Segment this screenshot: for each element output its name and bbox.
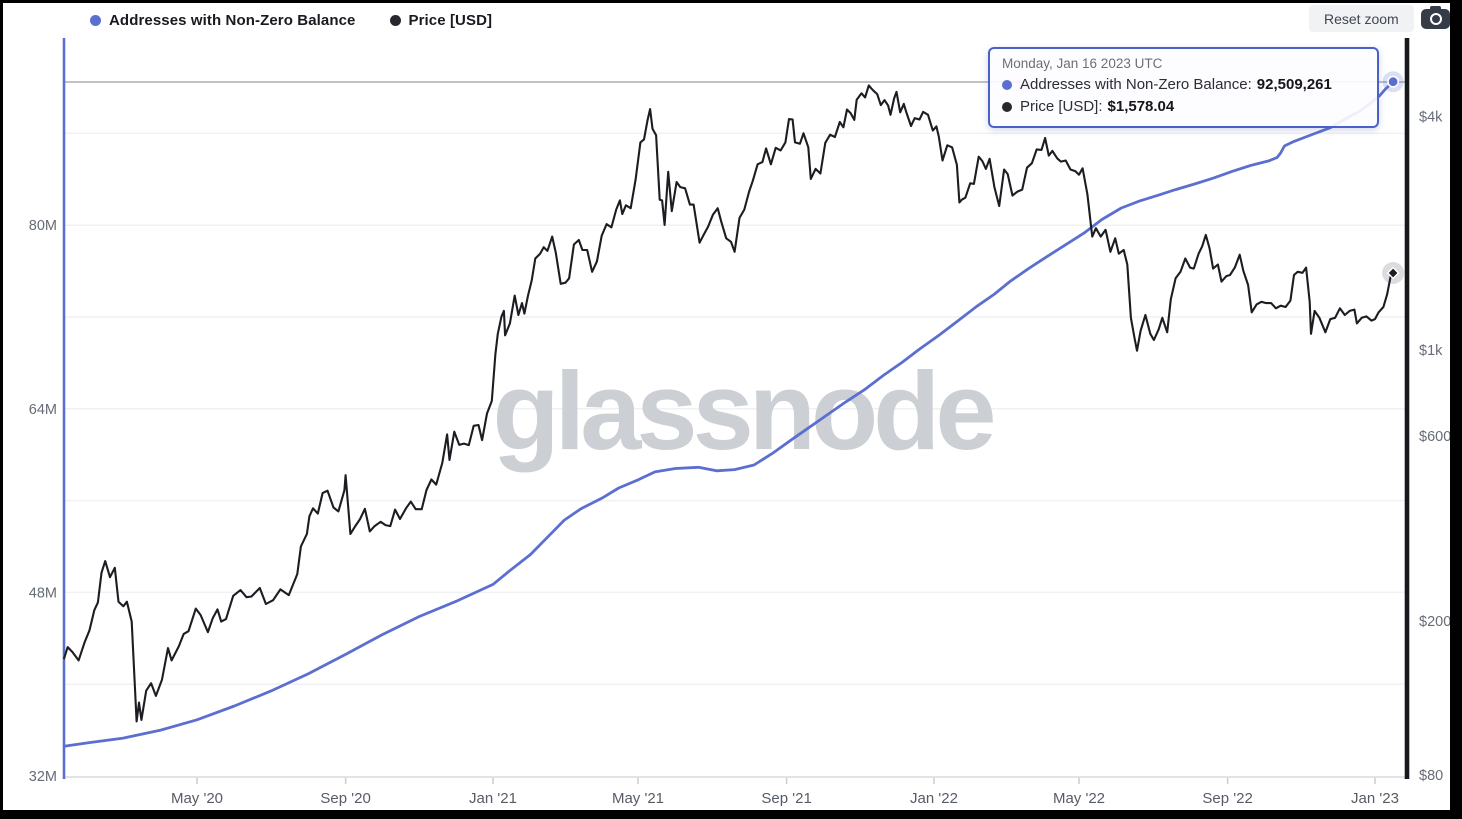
price-end-marker [1386, 266, 1400, 280]
x-tick-label: Jan '22 [910, 790, 958, 807]
right-axis-label: $600 [1419, 429, 1451, 445]
price-series-dot-icon [389, 14, 401, 26]
x-tick-label: May '22 [1053, 790, 1105, 807]
right-axis-label: $1k [1419, 343, 1443, 359]
price-series-line[interactable] [63, 84, 1395, 723]
tooltip-value-price: $1,578.04 [1107, 98, 1175, 115]
left-axis-label: 48M [29, 585, 57, 601]
glassnode-watermark: glassnode [492, 350, 993, 473]
x-tick-label: May '21 [612, 790, 664, 807]
x-tick-label: Sep '22 [1202, 790, 1252, 807]
addresses-series-line[interactable] [62, 80, 1395, 748]
x-tick-label: Jan '23 [1351, 790, 1399, 807]
reset-zoom-button[interactable]: Reset zoom [1309, 5, 1414, 32]
tooltip-label-addresses: Addresses with Non-Zero Balance: [1020, 76, 1252, 93]
left-axis-label: 64M [29, 402, 57, 418]
screenshot-border [0, 0, 1462, 3]
tooltip-value-addresses: 92,509,261 [1256, 76, 1332, 93]
screenshot-border [1450, 0, 1462, 819]
x-tick-label: Sep '21 [761, 790, 811, 807]
addresses-series-dot-icon [90, 14, 101, 26]
x-tick-label: Jan '21 [469, 790, 517, 807]
left-axis-label: 80M [29, 218, 57, 234]
screenshot-border [0, 810, 1462, 819]
right-axis-label: $200 [1419, 614, 1451, 630]
tooltip-label-price: Price [USD]: [1020, 98, 1103, 115]
addresses-end-marker [1387, 75, 1400, 88]
legend-label-addresses: Addresses with Non-Zero Balance [109, 11, 356, 29]
screenshot-border [0, 0, 3, 819]
tooltip-row-price: Price [USD]: $1,578.04 [1002, 96, 1365, 118]
legend-label-price: Price [USD] [408, 11, 493, 29]
legend-item-addresses[interactable]: Addresses with Non-Zero Balance [90, 12, 356, 29]
x-tick-label: May '20 [171, 790, 223, 807]
right-axis-label: $80 [1419, 768, 1443, 784]
tooltip-date: Monday, Jan 16 2023 UTC [1002, 56, 1163, 71]
addresses-series-dot-icon [1002, 80, 1012, 90]
camera-icon [1421, 6, 1450, 29]
tooltip-row-addresses: Addresses with Non-Zero Balance: 92,509,… [1002, 74, 1365, 96]
legend: Addresses with Non-Zero Balance Price [U… [90, 6, 492, 34]
legend-item-price[interactable]: Price [USD] [389, 11, 493, 29]
left-axis-label: 32M [29, 769, 57, 785]
right-axis-label: $4k [1419, 110, 1443, 126]
x-tick-label: Sep '20 [320, 790, 370, 807]
hover-tooltip: Monday, Jan 16 2023 UTC Addresses with N… [988, 47, 1379, 128]
price-series-dot-icon [1002, 102, 1012, 112]
screenshot-button[interactable] [1421, 6, 1450, 31]
